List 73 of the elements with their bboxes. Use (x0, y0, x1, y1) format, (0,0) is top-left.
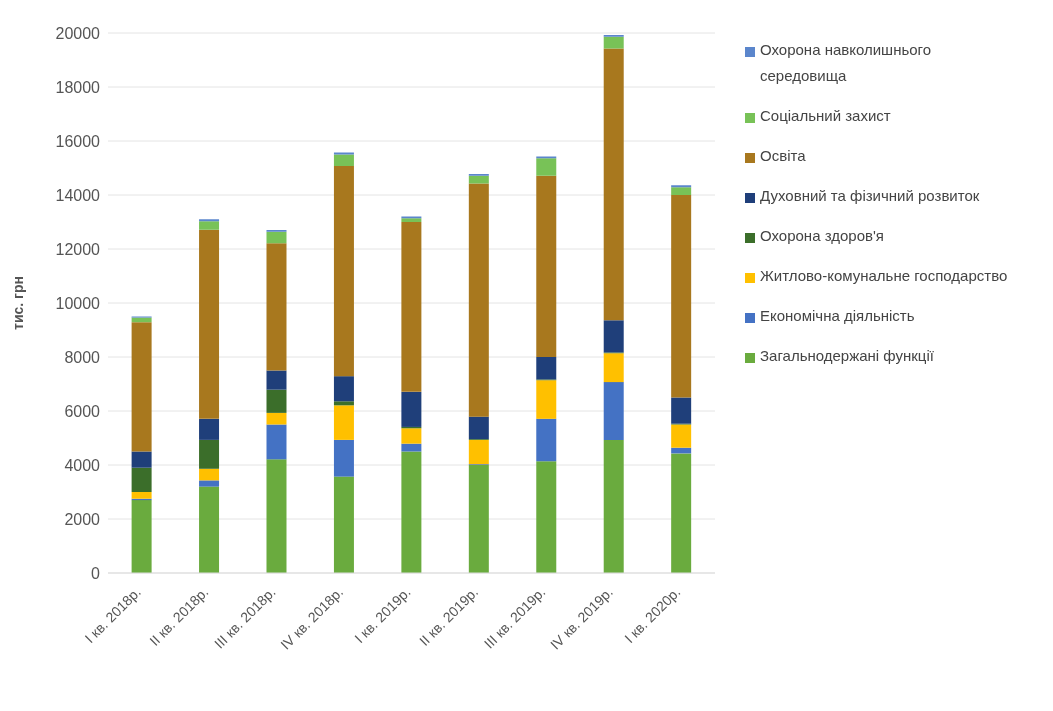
bar (131, 451, 152, 468)
legend-label: Духовний та фізичний розвиток (760, 186, 981, 206)
bar (603, 439, 624, 573)
bar (199, 468, 220, 481)
bar (266, 459, 287, 573)
bar (199, 439, 220, 469)
bar (468, 439, 489, 465)
bar (199, 229, 220, 419)
legend-label: Освіта (760, 146, 807, 166)
bar (199, 486, 220, 573)
y-tick-label: 20000 (55, 24, 101, 42)
y-tick-label: 4000 (64, 456, 101, 474)
bar (401, 443, 422, 452)
bar (671, 424, 692, 448)
y-axis-title: тис. грн (9, 276, 26, 330)
y-tick-label: 18000 (55, 78, 101, 96)
bar (536, 175, 557, 357)
bar (333, 401, 354, 406)
y-tick-label: 14000 (55, 186, 101, 204)
bar (401, 222, 422, 392)
bar (131, 322, 152, 452)
bar (536, 418, 557, 462)
y-tick-label: 0 (91, 564, 101, 582)
bar (266, 389, 287, 413)
bar (603, 320, 624, 353)
bar (333, 376, 354, 402)
bar (333, 405, 354, 440)
legend-label: Загальнодержані функції (760, 346, 935, 366)
bar (266, 370, 287, 390)
bar (468, 175, 489, 184)
bar (603, 382, 624, 440)
bar (131, 492, 152, 499)
bar (468, 183, 489, 417)
legend-label: Соціальний захист (760, 106, 892, 126)
bar (468, 465, 489, 573)
bar (603, 48, 624, 321)
bar (401, 391, 422, 427)
bar (333, 439, 354, 477)
bar (536, 380, 557, 419)
y-tick-label: 12000 (55, 240, 101, 258)
bar (131, 500, 152, 573)
bar (199, 221, 220, 230)
y-tick-label: 6000 (64, 402, 101, 420)
bar (671, 397, 692, 424)
bar (536, 461, 557, 573)
bar (401, 428, 422, 444)
y-tick-label: 10000 (55, 294, 101, 312)
bar (333, 154, 354, 167)
y-tick-label: 16000 (55, 132, 101, 150)
legend-label: Охорона здоров'я (760, 226, 885, 246)
bar (266, 412, 287, 425)
bar (333, 166, 354, 377)
bar (671, 195, 692, 398)
bar (266, 424, 287, 460)
bar (266, 231, 287, 244)
bar (536, 158, 557, 176)
legend-label: Житлово-комунальне господарство (760, 266, 1009, 286)
bar (401, 451, 422, 573)
bar (536, 357, 557, 380)
bar (199, 418, 220, 440)
y-tick-label: 8000 (64, 348, 101, 366)
y-tick-label: 2000 (64, 510, 101, 528)
bar (603, 353, 624, 383)
bar (333, 476, 354, 573)
bar (671, 453, 692, 573)
bar (468, 416, 489, 440)
bar (131, 467, 152, 492)
bar (603, 36, 624, 49)
bar (671, 187, 692, 195)
bar (266, 243, 287, 371)
bar (199, 480, 220, 487)
legend-label: Економічна діяльність (760, 306, 916, 326)
legend-label: Охорона навколишнього середовища (760, 40, 933, 86)
